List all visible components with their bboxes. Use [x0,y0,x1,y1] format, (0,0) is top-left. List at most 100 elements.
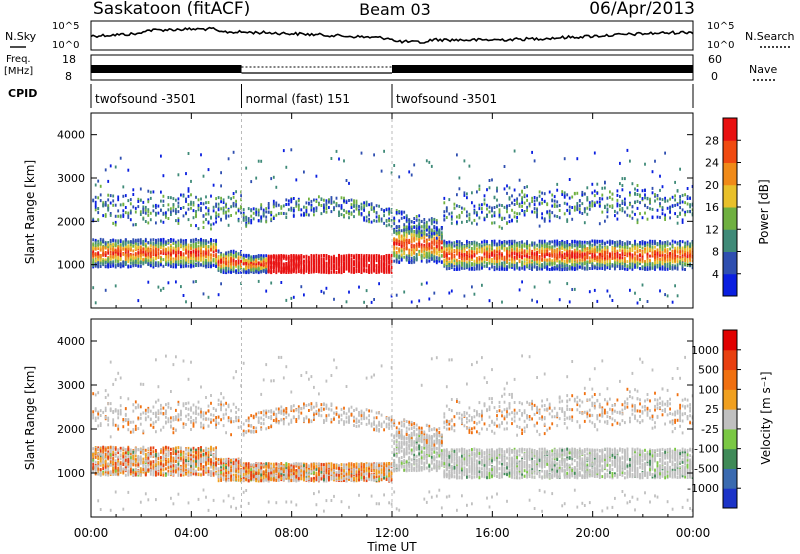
heatmap-cell [185,261,187,265]
heatmap-cell [438,244,441,247]
heatmap-cell [127,211,130,215]
heatmap-cell [267,266,270,270]
heatmap-cell [192,249,195,253]
heatmap-cell [448,267,451,270]
heatmap-cell [458,240,461,244]
heatmap-cell [445,267,448,271]
heatmap-cell [270,266,273,270]
heatmap-cell [215,253,217,257]
heatmap-cell [315,259,318,262]
heatmap-cell [197,253,200,257]
heatmap-cell [471,242,473,246]
heatmap-cell [202,242,205,246]
heatmap-cell [107,241,110,244]
heatmap-cell [190,202,192,206]
heatmap-cell [190,250,192,254]
heatmap-cell [232,192,235,195]
heatmap-cell [466,250,468,254]
heatmap-cell [318,203,320,207]
heatmap-cell [398,219,401,223]
heatmap-cell [207,261,210,265]
heatmap-cell [255,267,258,270]
heatmap-cell [205,206,207,210]
heatmap-cell [104,251,107,254]
heatmap-cell [160,190,162,194]
heatmap-cell [104,214,107,218]
heatmap-cell [177,258,180,262]
heatmap-cell [260,254,263,258]
heatmap-cell [506,260,508,264]
heatmap-cell [438,238,441,242]
heatmap-cell [478,243,481,247]
heatmap-cell [207,221,210,225]
heatmap-cell [468,266,471,269]
heatmap-cell [363,256,365,259]
heatmap-cell [134,244,137,248]
heatmap-cell [205,261,207,265]
heatmap-cell [215,259,217,263]
heatmap-cell [175,211,177,215]
heatmap-cell [94,259,97,263]
heatmap-cell [343,199,345,203]
heatmap-cell [215,216,217,220]
heatmap-cell [448,291,451,295]
heatmap-cell [222,207,225,211]
heatmap-cell [313,207,315,211]
heatmap-cell [257,268,260,272]
heatmap-cell [453,253,456,257]
heatmap-cell [92,217,95,221]
heatmap-cell [260,219,263,223]
nsky-trace [90,26,694,44]
heatmap-cell [435,236,438,240]
heatmap-cell [109,240,112,243]
heatmap-cell [506,267,508,271]
heatmap-cell [433,257,436,261]
heatmap-cell [461,206,463,210]
heatmap-cell [476,211,478,215]
heatmap-cell [232,258,235,262]
heatmap-cell [300,270,303,274]
heatmap-cell [197,262,200,266]
heatmap-cell [172,209,175,213]
heatmap-cell [496,256,498,260]
heatmap-cell [303,293,305,297]
heatmap-cell [170,261,172,265]
heatmap-cell [383,257,385,261]
heatmap-cell [257,210,260,214]
heatmap-cell [292,259,295,263]
heatmap-cell [408,231,411,235]
heatmap-cell [205,218,207,221]
heatmap-cell [114,223,117,227]
heatmap-cell [318,195,320,199]
heatmap-cell [393,239,396,243]
heatmap-cell [325,201,328,205]
heatmap-cell [498,210,501,214]
heatmap-cell [172,239,175,242]
heatmap-cell [428,225,431,229]
heatmap-cell [202,239,205,243]
heatmap-cell [142,205,145,209]
heatmap-cell [270,177,273,181]
heatmap-cell [197,247,200,251]
heatmap-cell [393,253,396,257]
heatmap-cell [320,259,323,263]
heatmap-cell [338,270,340,274]
heatmap-cell [423,236,426,240]
heatmap-cell [235,199,237,203]
heatmap-cell [195,259,197,262]
heatmap-cell [170,264,172,268]
heatmap-cell [124,261,127,265]
heatmap-cell [405,214,408,218]
heatmap-cell [498,213,501,217]
heatmap-cell [453,241,456,245]
heatmap-cell [172,203,175,207]
heatmap-cell [511,248,513,252]
heatmap-cell [104,260,107,264]
heatmap-cell [508,251,511,255]
heatmap-cell [129,211,132,215]
heatmap-cell [157,285,160,289]
heatmap-cell [448,257,451,261]
heatmap-cell [473,204,476,208]
heatmap-cell [177,217,180,221]
heatmap-cell [348,259,350,263]
